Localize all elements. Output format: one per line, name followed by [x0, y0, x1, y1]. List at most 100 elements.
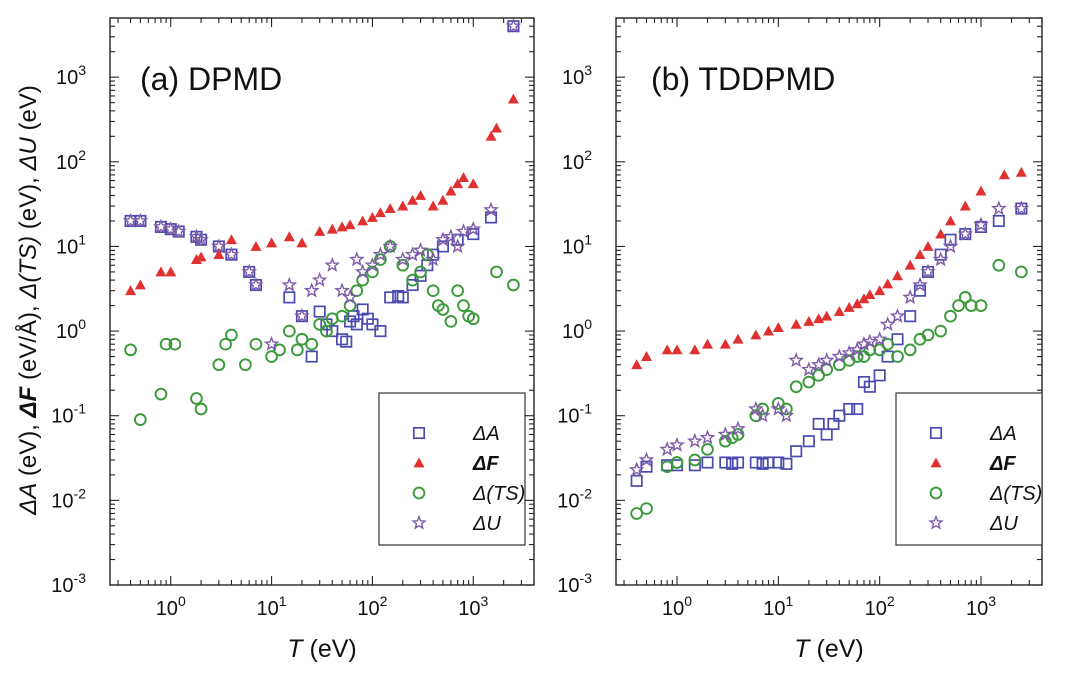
- data-point: [732, 333, 744, 344]
- data-point: [281, 276, 298, 292]
- legend-marker-square: [929, 426, 943, 440]
- data-point: [921, 328, 935, 342]
- data-point: [856, 335, 872, 351]
- legend-label: Δ(TS): [989, 483, 1042, 505]
- data-point: [194, 402, 208, 416]
- data-point: [394, 251, 411, 267]
- data-point: [957, 225, 974, 241]
- y-tick-label: 102: [562, 147, 592, 174]
- data-point: [425, 251, 441, 267]
- data-point: [212, 358, 226, 372]
- data-point: [282, 324, 296, 338]
- data-point: [670, 456, 684, 469]
- data-point: [132, 212, 149, 228]
- panel-title: (b) TDDPMD: [651, 61, 835, 97]
- data-point: [374, 207, 386, 218]
- data-point: [802, 375, 816, 389]
- data-point: [902, 289, 919, 305]
- data-point: [659, 441, 676, 457]
- data-point: [717, 426, 734, 442]
- data-point: [457, 299, 470, 312]
- data-point: [789, 380, 803, 394]
- y-tick-label: 101: [56, 231, 86, 258]
- data-point: [303, 282, 320, 298]
- data-point: [871, 331, 888, 346]
- data-point: [843, 301, 855, 312]
- data-point: [1013, 200, 1030, 216]
- data-point: [336, 221, 348, 232]
- data-point: [313, 318, 327, 331]
- data-point: [831, 348, 848, 364]
- y-tick-label: 10-3: [51, 570, 86, 597]
- x-tick-label: 103: [458, 593, 488, 620]
- data-point: [507, 278, 520, 292]
- data-point: [772, 456, 785, 469]
- data-point: [406, 273, 419, 287]
- data-point: [364, 256, 381, 272]
- legend-marker-triangle: [413, 457, 425, 468]
- x-tick-label: 101: [763, 593, 793, 620]
- data-point: [932, 251, 949, 267]
- legend-label: Δ(TS): [472, 483, 525, 505]
- data-point: [944, 309, 957, 323]
- data-point: [790, 318, 802, 329]
- data-point: [467, 178, 479, 189]
- data-point: [628, 461, 645, 477]
- data-point: [366, 318, 379, 331]
- data-point: [754, 407, 771, 423]
- data-point: [465, 220, 482, 236]
- data-point: [820, 428, 833, 441]
- x-axis-label: T (eV): [287, 635, 356, 663]
- data-point: [507, 93, 519, 104]
- data-point: [731, 428, 745, 441]
- data-point: [788, 352, 805, 368]
- data-point: [248, 276, 264, 292]
- data-point: [802, 435, 815, 448]
- data-point: [483, 201, 499, 217]
- data-point: [719, 338, 731, 349]
- data-point: [250, 240, 262, 251]
- series-triangle: [125, 93, 519, 296]
- data-point: [701, 443, 714, 456]
- data-point: [283, 291, 296, 304]
- data-point: [813, 313, 825, 324]
- data-point: [719, 456, 732, 469]
- legend: ΔA ΔF Δ(TS) ΔU: [378, 392, 526, 546]
- data-point: [505, 17, 522, 33]
- data-point: [155, 266, 167, 277]
- data-point: [952, 299, 965, 312]
- data-point: [335, 309, 349, 323]
- data-point: [843, 402, 856, 416]
- x-tick-label: 101: [257, 593, 287, 620]
- data-point: [320, 324, 333, 338]
- data-point: [467, 228, 480, 241]
- data-point: [833, 409, 846, 422]
- data-point: [688, 453, 702, 467]
- data-point: [427, 248, 440, 261]
- data-point: [688, 459, 701, 472]
- data-point: [342, 289, 358, 305]
- data-point: [263, 335, 280, 351]
- data-point: [314, 226, 326, 236]
- data-point: [466, 312, 480, 326]
- legend-marker-circle: [929, 486, 943, 500]
- series-star: [628, 200, 1030, 477]
- data-point: [882, 278, 894, 289]
- data-point: [290, 343, 304, 357]
- data-point: [772, 322, 784, 332]
- data-point: [266, 237, 278, 248]
- data-point: [225, 328, 238, 342]
- data-point: [134, 279, 146, 290]
- data-point: [193, 231, 209, 247]
- series-circle: [630, 258, 1028, 520]
- data-point: [770, 400, 787, 416]
- panel-a: 100 101 102 103 10-3 10-2 10-1 100 101 102 103 T (e…: [51, 17, 535, 663]
- data-point: [818, 352, 835, 368]
- data-point: [879, 316, 896, 332]
- y-axis-label: ΔA (eV), ΔF (eV/Å), Δ(TS) (eV), ΔU (eV): [14, 85, 42, 516]
- legend-label: ΔF: [472, 453, 499, 475]
- data-point: [864, 289, 876, 299]
- data-point: [912, 276, 928, 292]
- data-point: [372, 246, 389, 262]
- data-point: [749, 409, 763, 423]
